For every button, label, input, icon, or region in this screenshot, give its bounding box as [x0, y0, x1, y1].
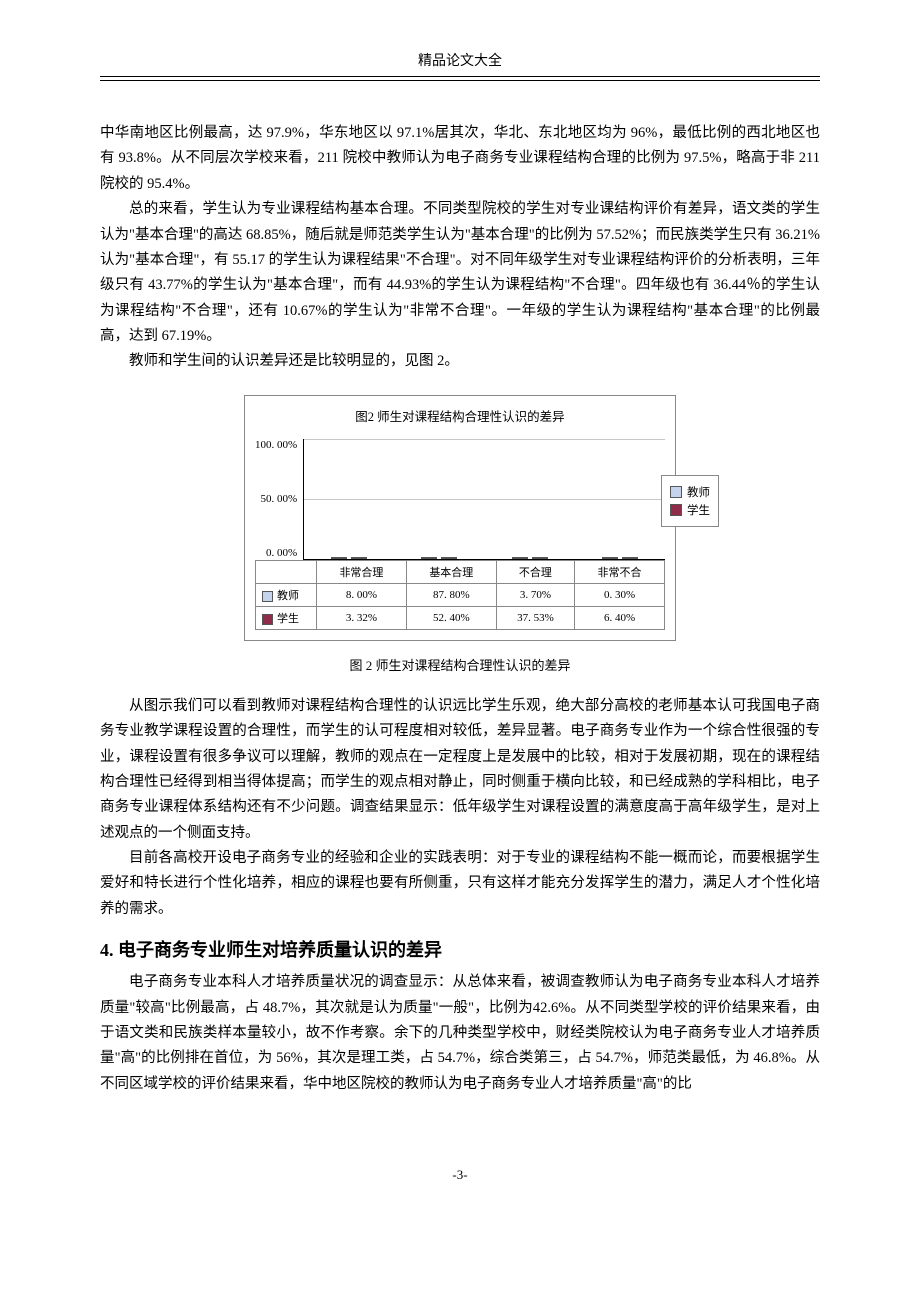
header-rule — [100, 76, 820, 81]
table-row-categories: 非常合理 基本合理 不合理 非常不合 — [256, 560, 665, 583]
header-title: 精品论文大全 — [100, 50, 820, 70]
row-swatch-teacher — [262, 591, 273, 602]
gridline — [304, 439, 665, 440]
t-v2: 3. 70% — [496, 583, 574, 606]
legend-label-student: 学生 — [687, 502, 710, 518]
paragraph-3: 教师和学生间的认识差异还是比较明显的，见图 2。 — [100, 349, 820, 374]
y-tick-50: 50. 00% — [255, 493, 297, 505]
s-v3: 6. 40% — [575, 606, 665, 629]
chart-plot-area — [303, 439, 665, 560]
cat-0: 非常合理 — [317, 560, 407, 583]
row-swatch-student — [262, 614, 273, 625]
legend-swatch-student — [670, 504, 682, 516]
chart-data-table: 非常合理 基本合理 不合理 非常不合 教师 8. 00% 87. 80% 3. … — [255, 560, 665, 630]
row-label-teacher: 教师 — [256, 583, 317, 606]
s-v1: 52. 40% — [406, 606, 496, 629]
bar — [532, 557, 548, 559]
section-4-heading: 4. 电子商务专业师生对培养质量认识的差异 — [100, 936, 820, 962]
bar-group — [313, 557, 385, 559]
chart-y-axis: 100. 00% 50. 00% 0. 00% — [255, 439, 303, 559]
bar — [441, 557, 457, 559]
table-empty-cell — [256, 560, 317, 583]
paragraph-6: 电子商务专业本科人才培养质量状况的调查显示：从总体来看，被调查教师认为电子商务专… — [100, 970, 820, 1097]
row-name-student: 学生 — [277, 613, 299, 625]
bar-group — [584, 557, 656, 559]
row-name-teacher: 教师 — [277, 590, 299, 602]
chart-legend: 教师 学生 — [661, 475, 719, 527]
legend-swatch-teacher — [670, 486, 682, 498]
cat-3: 非常不合 — [575, 560, 665, 583]
table-row-teacher: 教师 8. 00% 87. 80% 3. 70% 0. 30% — [256, 583, 665, 606]
chart-title: 图2 师生对课程结构合理性认识的差异 — [255, 406, 665, 425]
bar — [512, 557, 528, 559]
chart-plot-row: 100. 00% 50. 00% 0. 00% 教师 学生 — [255, 439, 665, 560]
document-page: 精品论文大全 中华南地区比例最高，达 97.9%，华东地区以 97.1%居其次，… — [0, 0, 920, 1243]
paragraph-2: 总的来看，学生认为专业课程结构基本合理。不同类型院校的学生对专业课结构评价有差异… — [100, 197, 820, 349]
gridline — [304, 499, 665, 500]
table-row-student: 学生 3. 32% 52. 40% 37. 53% 6. 40% — [256, 606, 665, 629]
chart-inner: 图2 师生对课程结构合理性认识的差异 100. 00% 50. 00% 0. 0… — [245, 396, 675, 560]
page-number: -3- — [100, 1167, 820, 1183]
bar — [331, 557, 347, 559]
legend-item-student: 学生 — [670, 502, 710, 518]
y-tick-100: 100. 00% — [255, 439, 297, 451]
bar — [351, 557, 367, 559]
s-v0: 3. 32% — [317, 606, 407, 629]
t-v3: 0. 30% — [575, 583, 665, 606]
legend-label-teacher: 教师 — [687, 484, 710, 500]
row-label-student: 学生 — [256, 606, 317, 629]
bar — [622, 557, 638, 559]
paragraph-1: 中华南地区比例最高，达 97.9%，华东地区以 97.1%居其次，华北、东北地区… — [100, 121, 820, 197]
s-v2: 37. 53% — [496, 606, 574, 629]
bar-chart-figure-2: 图2 师生对课程结构合理性认识的差异 100. 00% 50. 00% 0. 0… — [244, 395, 676, 641]
paragraph-5: 目前各高校开设电子商务专业的经验和企业的实践表明：对于专业的课程结构不能一概而论… — [100, 846, 820, 922]
bar — [602, 557, 618, 559]
y-tick-0: 0. 00% — [255, 547, 297, 559]
bar-group — [403, 557, 475, 559]
paragraph-4: 从图示我们可以看到教师对课程结构合理性的认识远比学生乐观，绝大部分高校的老师基本… — [100, 694, 820, 846]
t-v0: 8. 00% — [317, 583, 407, 606]
cat-2: 不合理 — [496, 560, 574, 583]
bar — [421, 557, 437, 559]
chart-caption: 图 2 师生对课程结构合理性认识的差异 — [100, 655, 820, 674]
bar-group — [494, 557, 566, 559]
cat-1: 基本合理 — [406, 560, 496, 583]
t-v1: 87. 80% — [406, 583, 496, 606]
legend-item-teacher: 教师 — [670, 484, 710, 500]
